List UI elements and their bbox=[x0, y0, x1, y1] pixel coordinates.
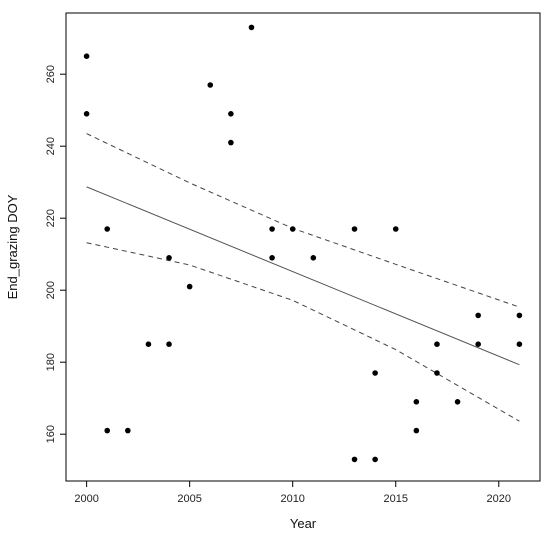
data-point bbox=[310, 254, 317, 261]
data-point bbox=[434, 341, 440, 348]
data-point bbox=[269, 226, 275, 232]
ci-upper-line bbox=[86, 133, 520, 308]
x-axis-ticks: 2000 2005 2010 2015 2020 bbox=[74, 481, 511, 505]
x-tick-label: 2015 bbox=[383, 493, 407, 505]
data-point bbox=[104, 226, 111, 232]
data-point bbox=[289, 226, 296, 232]
data-point bbox=[248, 24, 255, 31]
data-point bbox=[186, 283, 193, 290]
y-tick-label: 200 bbox=[45, 281, 57, 299]
x-tick-label: 2020 bbox=[487, 493, 511, 505]
x-axis-label: Year bbox=[290, 516, 317, 531]
y-axis-ticks: 160 180 200 220 240 260 bbox=[45, 65, 66, 443]
ci-lower-line bbox=[86, 242, 520, 422]
data-point bbox=[228, 139, 234, 146]
y-tick-label: 220 bbox=[45, 209, 57, 227]
data-point bbox=[475, 341, 481, 348]
data-point bbox=[351, 226, 358, 232]
data-point bbox=[516, 312, 523, 319]
data-point bbox=[228, 111, 234, 117]
data-point bbox=[413, 427, 420, 434]
y-tick-label: 180 bbox=[45, 353, 57, 371]
x-tick-label: 2005 bbox=[177, 493, 201, 505]
data-point bbox=[454, 399, 461, 405]
x-tick-label: 2000 bbox=[74, 493, 98, 505]
data-point bbox=[516, 341, 523, 348]
data-point bbox=[372, 456, 378, 463]
confidence-band bbox=[86, 133, 520, 422]
data-point bbox=[83, 111, 90, 117]
data-point bbox=[145, 341, 152, 348]
data-points bbox=[83, 24, 523, 463]
data-point bbox=[372, 370, 378, 376]
data-point bbox=[434, 370, 440, 376]
data-point bbox=[413, 399, 420, 405]
data-point bbox=[166, 254, 172, 261]
data-point bbox=[104, 427, 111, 434]
data-point bbox=[269, 254, 275, 261]
data-point bbox=[351, 456, 358, 463]
plot-border bbox=[65, 12, 541, 482]
data-point bbox=[125, 427, 131, 434]
y-tick-label: 160 bbox=[45, 425, 57, 443]
data-point bbox=[166, 341, 172, 348]
y-axis-label: End_grazing DOY bbox=[5, 194, 20, 299]
data-point bbox=[83, 53, 90, 59]
x-tick-label: 2010 bbox=[280, 493, 304, 505]
fit-line bbox=[86, 186, 520, 366]
data-point bbox=[475, 312, 481, 319]
y-tick-label: 240 bbox=[45, 137, 57, 155]
data-point bbox=[392, 226, 399, 232]
data-point bbox=[207, 82, 214, 88]
regression-line bbox=[86, 186, 520, 366]
y-tick-label: 260 bbox=[45, 65, 57, 83]
